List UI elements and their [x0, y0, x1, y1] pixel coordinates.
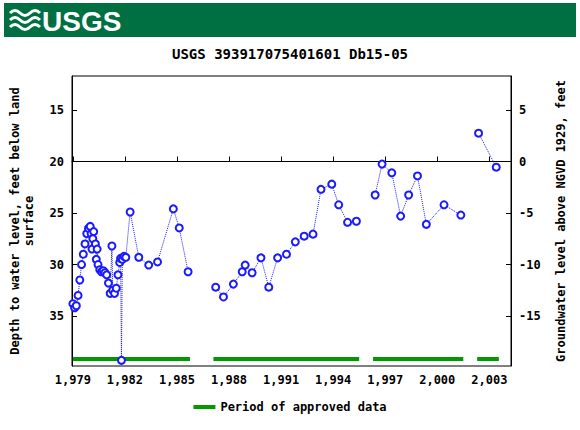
svg-text:20: 20	[50, 155, 64, 169]
svg-text:-5: -5	[519, 206, 533, 220]
svg-text:USGS: USGS	[42, 6, 121, 37]
svg-text:-10: -10	[519, 258, 541, 272]
svg-text:USGS 393917075401601 Db15-05: USGS 393917075401601 Db15-05	[172, 46, 408, 62]
svg-text:2,003: 2,003	[471, 373, 507, 387]
svg-text:1,985: 1,985	[159, 373, 195, 387]
svg-text:1,979: 1,979	[55, 373, 91, 387]
svg-text:1,982: 1,982	[107, 373, 143, 387]
svg-text:30: 30	[50, 258, 64, 272]
svg-text:1,997: 1,997	[367, 373, 403, 387]
svg-text:Period of approved data: Period of approved data	[220, 400, 386, 414]
svg-text:35: 35	[50, 309, 64, 323]
svg-text:0: 0	[519, 155, 526, 169]
svg-text:Groundwater level above NGVD 1: Groundwater level above NGVD 1929, feet	[554, 80, 568, 362]
svg-text:1,991: 1,991	[263, 373, 299, 387]
svg-text:Depth to water level, feet bel: Depth to water level, feet below land	[8, 87, 22, 354]
svg-text:25: 25	[50, 206, 64, 220]
svg-text:1,988: 1,988	[211, 373, 247, 387]
svg-text:surface: surface	[22, 196, 36, 247]
svg-text:-15: -15	[519, 309, 541, 323]
svg-text:5: 5	[519, 103, 526, 117]
svg-text:1,994: 1,994	[315, 373, 351, 387]
svg-text:2,000: 2,000	[419, 373, 455, 387]
svg-text:15: 15	[50, 103, 64, 117]
